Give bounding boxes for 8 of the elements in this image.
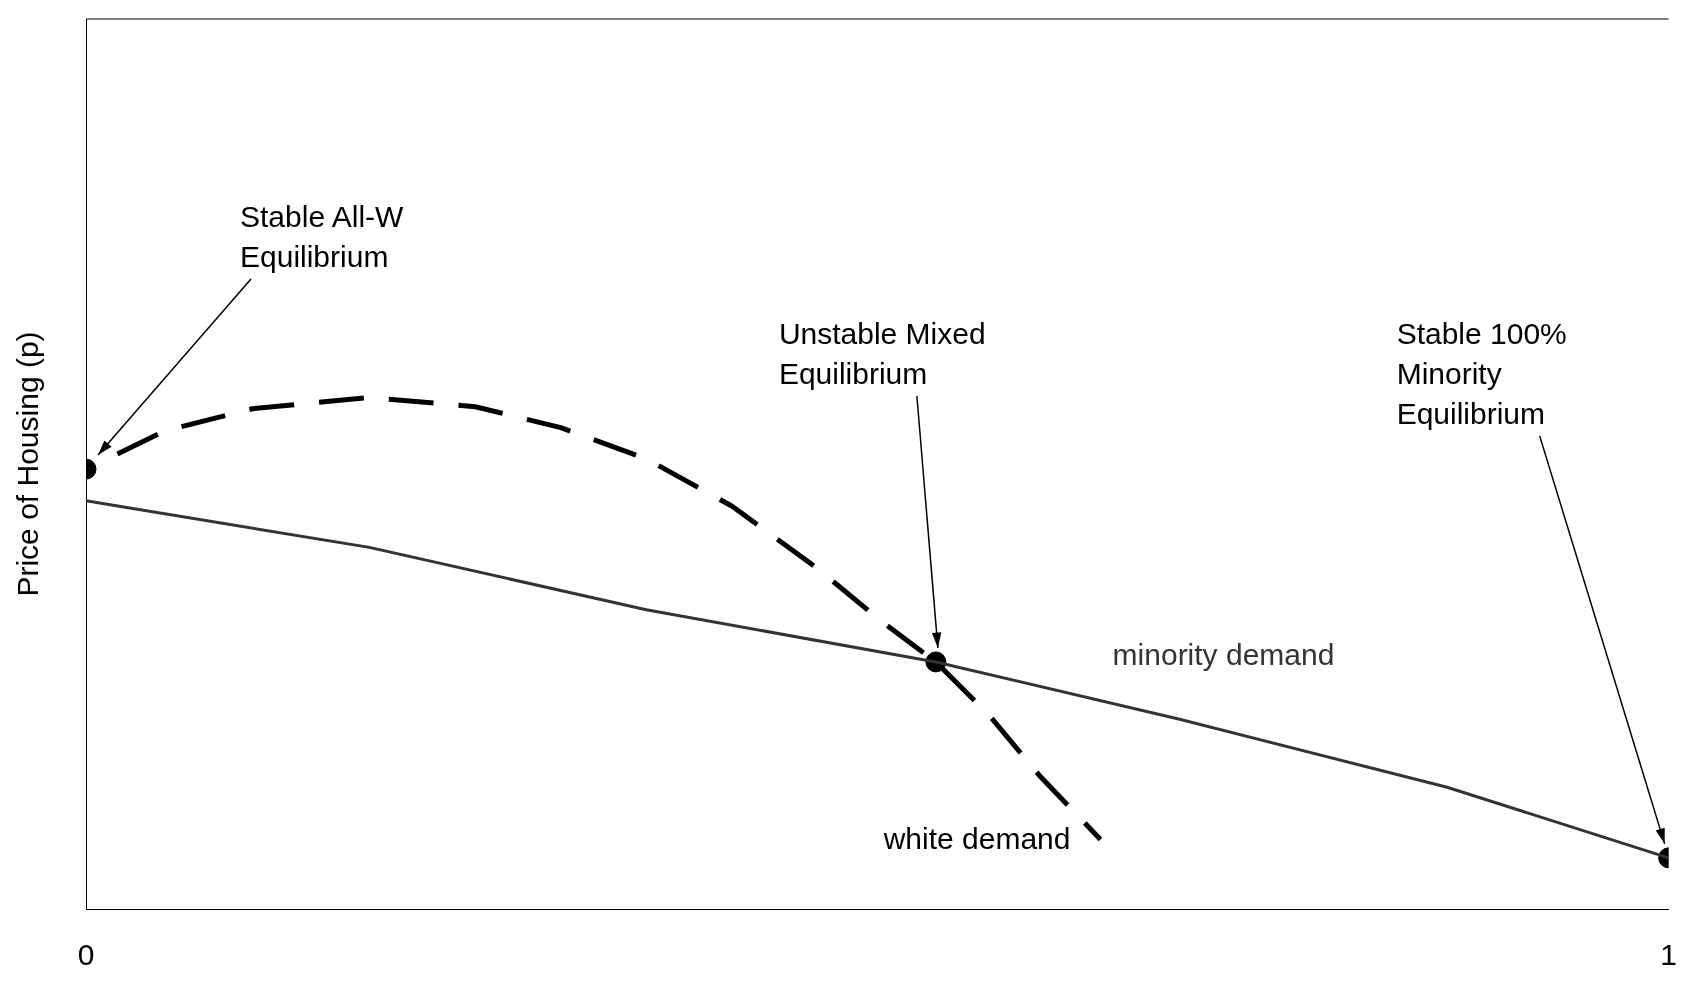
series-label: white demand [883, 821, 1071, 858]
text: Unstable Mixed Equilibrium [778, 315, 987, 392]
y-axis-title: Price of Housing (p) [11, 331, 45, 597]
text: Stable All-W Equilibrium [240, 199, 405, 276]
x-tick-label: 1 [1660, 938, 1677, 972]
x-tick-label: 0 [77, 938, 95, 972]
series-label: minority demand [1112, 637, 1335, 674]
annotation: Stable 100% Minority Equilibrium [1396, 315, 1568, 432]
